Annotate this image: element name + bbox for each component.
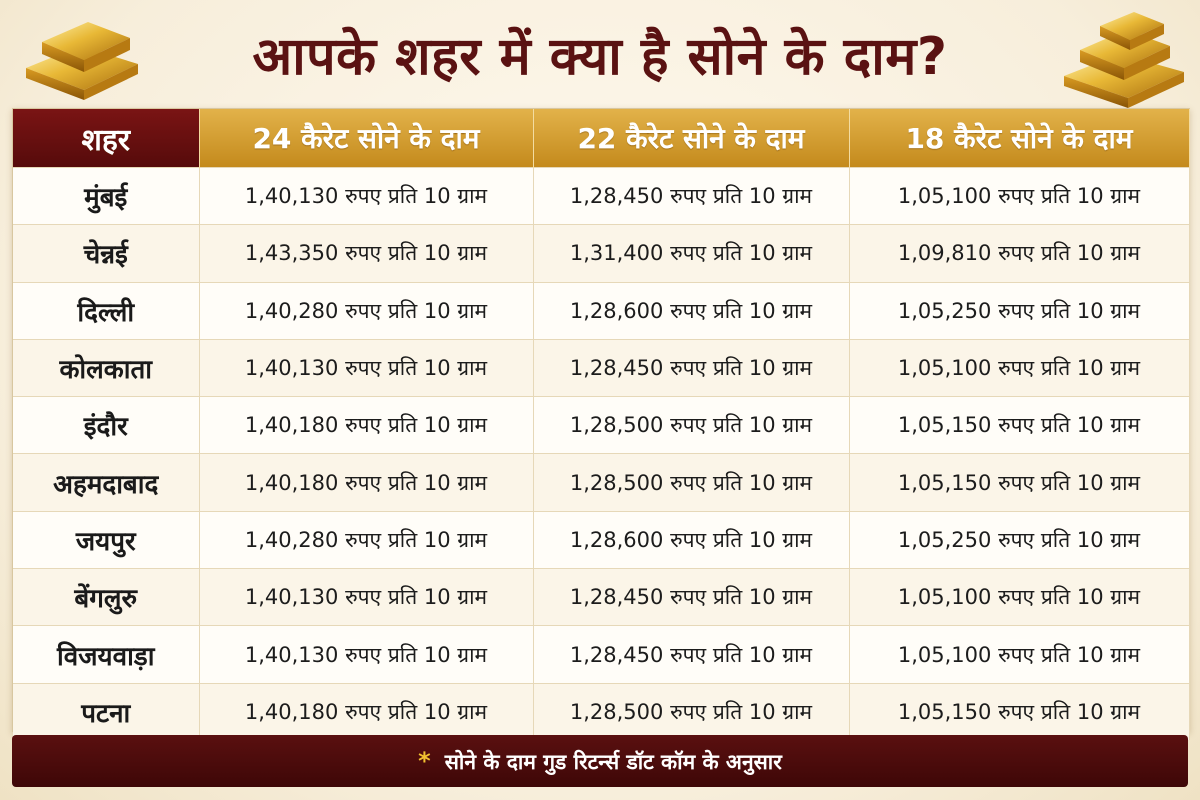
city-cell: जयपुर	[13, 510, 200, 569]
column-header-18k: 18 कैरेट सोने के दाम	[849, 109, 1190, 168]
price-22k-cell: 1,28,450 रुपए प्रति 10 ग्राम	[533, 338, 850, 397]
table-row: मुंबई 1,40,130 रुपए प्रति 10 ग्राम 1,28,…	[13, 166, 1190, 225]
price-24k-cell: 1,40,280 रुपए प्रति 10 ग्राम	[199, 281, 534, 340]
price-24k-cell: 1,40,130 रुपए प्रति 10 ग्राम	[199, 338, 534, 397]
price-18k-cell: 1,05,150 रुपए प्रति 10 ग्राम	[849, 682, 1190, 740]
price-22k-cell: 1,31,400 रुपए प्रति 10 ग्राम	[533, 224, 850, 283]
table-row: इंदौर 1,40,180 रुपए प्रति 10 ग्राम 1,28,…	[13, 396, 1190, 454]
price-22k-cell: 1,28,500 रुपए प्रति 10 ग्राम	[533, 682, 850, 740]
price-18k-cell: 1,05,250 रुपए प्रति 10 ग्राम	[849, 510, 1190, 569]
price-18k-cell: 1,05,100 रुपए प्रति 10 ग्राम	[849, 568, 1190, 626]
price-24k-cell: 1,40,180 रुपए प्रति 10 ग्राम	[199, 682, 534, 740]
city-cell: अहमदाबाद	[13, 453, 200, 512]
price-18k-cell: 1,05,250 रुपए प्रति 10 ग्राम	[849, 281, 1190, 340]
price-22k-cell: 1,28,450 रुपए प्रति 10 ग्राम	[533, 625, 850, 684]
price-24k-cell: 1,40,130 रुपए प्रति 10 ग्राम	[199, 568, 534, 626]
city-cell: इंदौर	[13, 396, 200, 454]
column-header-city: शहर	[13, 109, 200, 168]
price-22k-cell: 1,28,450 रुपए प्रति 10 ग्राम	[533, 568, 850, 626]
city-cell: दिल्ली	[13, 281, 200, 340]
table-row: जयपुर 1,40,280 रुपए प्रति 10 ग्राम 1,28,…	[13, 510, 1190, 569]
column-header-22k: 22 कैरेट सोने के दाम	[533, 109, 850, 168]
price-24k-cell: 1,40,180 रुपए प्रति 10 ग्राम	[199, 396, 534, 454]
gold-price-table: शहर 24 कैरेट सोने के दाम 22 कैरेट सोने क…	[12, 108, 1190, 740]
price-22k-cell: 1,28,500 रुपए प्रति 10 ग्राम	[533, 453, 850, 512]
source-footer: * सोने के दाम गुड रिटर्न्स डॉट कॉम के अनु…	[12, 735, 1188, 787]
price-18k-cell: 1,05,150 रुपए प्रति 10 ग्राम	[849, 396, 1190, 454]
gold-bars-icon	[26, 22, 138, 100]
price-24k-cell: 1,43,350 रुपए प्रति 10 ग्राम	[199, 224, 534, 283]
price-22k-cell: 1,28,600 रुपए प्रति 10 ग्राम	[533, 510, 850, 569]
price-22k-cell: 1,28,600 रुपए प्रति 10 ग्राम	[533, 281, 850, 340]
price-24k-cell: 1,40,180 रुपए प्रति 10 ग्राम	[199, 453, 534, 512]
price-24k-cell: 1,40,130 रुपए प्रति 10 ग्राम	[199, 166, 534, 225]
price-18k-cell: 1,05,150 रुपए प्रति 10 ग्राम	[849, 453, 1190, 512]
city-cell: विजयवाड़ा	[13, 625, 200, 684]
price-22k-cell: 1,28,450 रुपए प्रति 10 ग्राम	[533, 166, 850, 225]
table-row: दिल्ली 1,40,280 रुपए प्रति 10 ग्राम 1,28…	[13, 281, 1190, 340]
table-row: कोलकाता 1,40,130 रुपए प्रति 10 ग्राम 1,2…	[13, 338, 1190, 397]
asterisk-icon: *	[418, 747, 431, 775]
table-header-row: शहर 24 कैरेट सोने के दाम 22 कैरेट सोने क…	[13, 109, 1190, 168]
price-24k-cell: 1,40,280 रुपए प्रति 10 ग्राम	[199, 510, 534, 569]
city-cell: मुंबई	[13, 166, 200, 225]
city-cell: पटना	[13, 682, 200, 740]
city-cell: चेन्नई	[13, 224, 200, 283]
table-row: पटना 1,40,180 रुपए प्रति 10 ग्राम 1,28,5…	[13, 682, 1190, 740]
gold-bars-icon	[1064, 12, 1184, 108]
table-row: अहमदाबाद 1,40,180 रुपए प्रति 10 ग्राम 1,…	[13, 453, 1190, 512]
page-title: आपके शहर में क्या है सोने के दाम?	[252, 27, 948, 87]
city-cell: बेंगलुरु	[13, 568, 200, 626]
price-22k-cell: 1,28,500 रुपए प्रति 10 ग्राम	[533, 396, 850, 454]
source-note: सोने के दाम गुड रिटर्न्स डॉट कॉम के अनुस…	[444, 750, 782, 774]
table-row: विजयवाड़ा 1,40,130 रुपए प्रति 10 ग्राम 1…	[13, 625, 1190, 684]
table-row: चेन्नई 1,43,350 रुपए प्रति 10 ग्राम 1,31…	[13, 224, 1190, 283]
table-row: बेंगलुरु 1,40,130 रुपए प्रति 10 ग्राम 1,…	[13, 568, 1190, 626]
column-header-24k: 24 कैरेट सोने के दाम	[199, 109, 534, 168]
city-cell: कोलकाता	[13, 338, 200, 397]
price-18k-cell: 1,09,810 रुपए प्रति 10 ग्राम	[849, 224, 1190, 283]
price-24k-cell: 1,40,130 रुपए प्रति 10 ग्राम	[199, 625, 534, 684]
price-18k-cell: 1,05,100 रुपए प्रति 10 ग्राम	[849, 625, 1190, 684]
price-18k-cell: 1,05,100 रुपए प्रति 10 ग्राम	[849, 166, 1190, 225]
price-18k-cell: 1,05,100 रुपए प्रति 10 ग्राम	[849, 338, 1190, 397]
